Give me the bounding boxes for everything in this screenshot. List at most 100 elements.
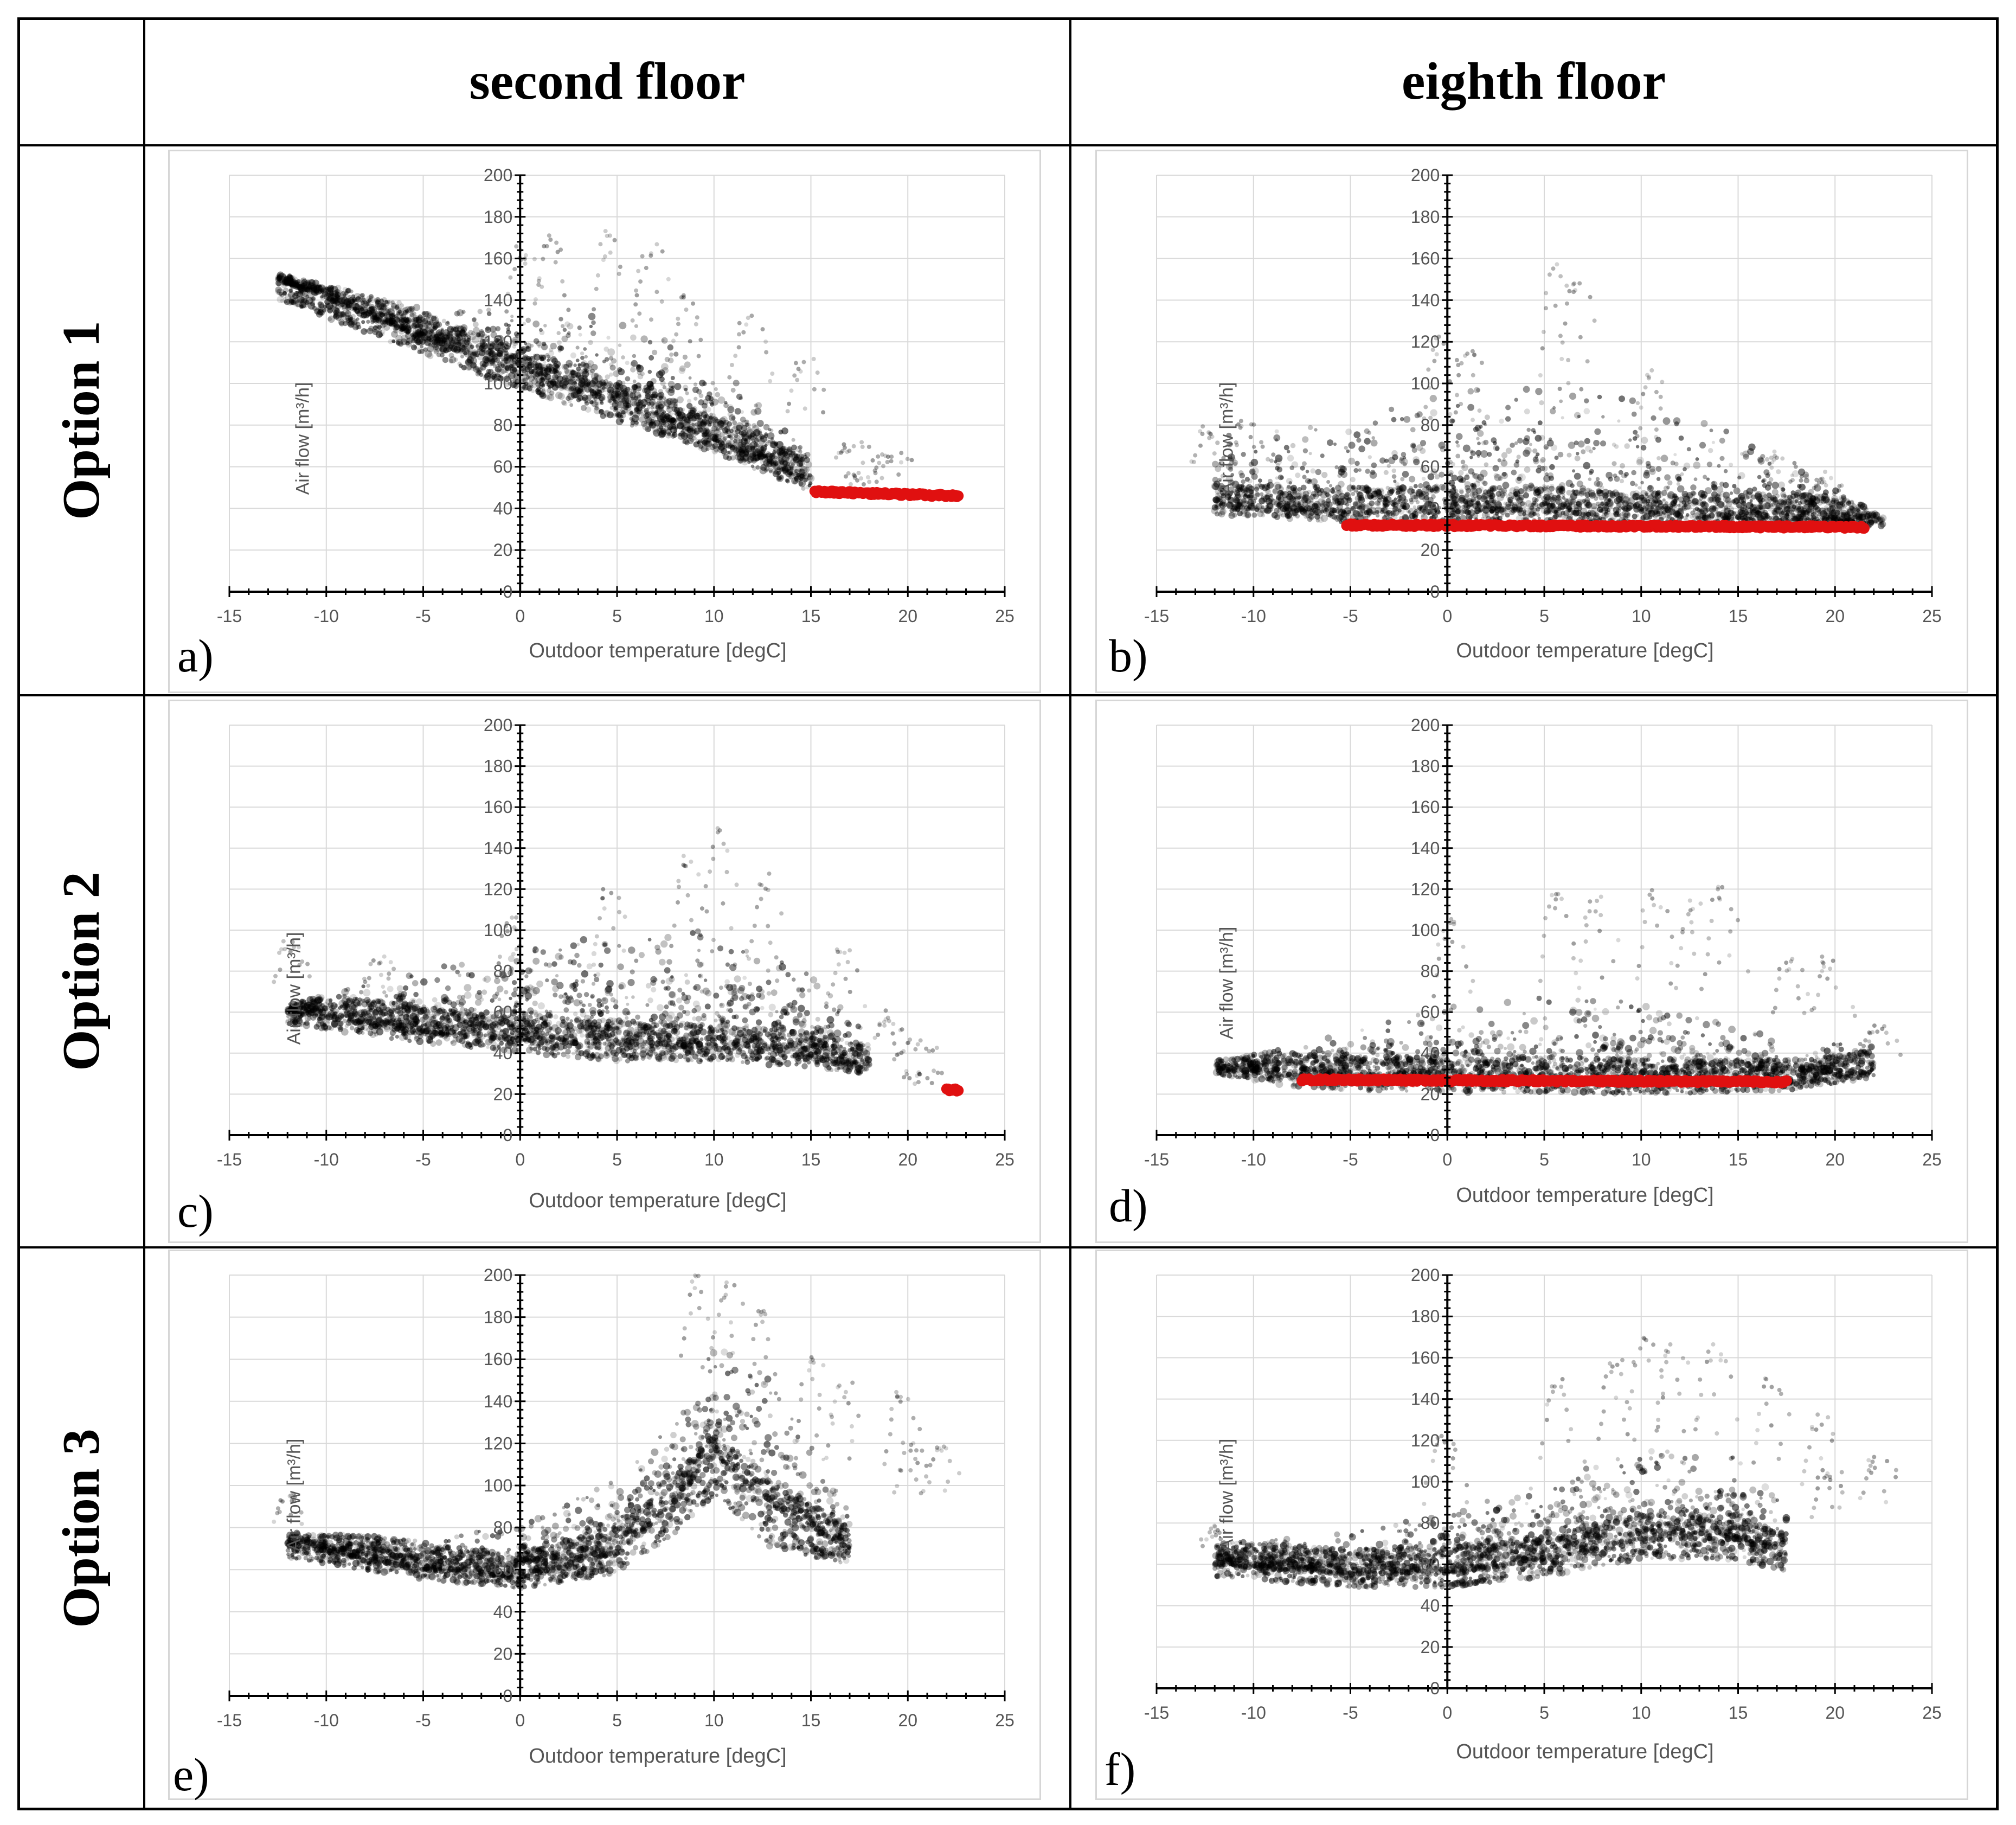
data-point (614, 387, 619, 392)
data-point (493, 337, 498, 342)
data-point (530, 356, 534, 360)
data-point (436, 352, 441, 357)
data-point (1496, 515, 1500, 519)
data-point (478, 333, 484, 340)
data-point (851, 444, 856, 449)
data-point (479, 329, 484, 334)
data-point (532, 384, 537, 389)
data-point (550, 356, 557, 363)
data-point (321, 291, 329, 299)
data-point (409, 312, 415, 318)
data-point (1711, 440, 1715, 444)
data-point (1297, 501, 1302, 505)
data-point (690, 407, 697, 414)
data-point (338, 319, 345, 325)
data-point (696, 354, 701, 358)
data-point (649, 399, 656, 406)
data-point (629, 403, 633, 407)
data-point (539, 367, 543, 372)
data-point (609, 406, 614, 410)
data-point (779, 474, 785, 480)
data-point (621, 355, 625, 360)
data-point (275, 280, 282, 286)
data-point (551, 379, 556, 385)
data-point (689, 428, 696, 435)
data-point (736, 393, 743, 400)
data-point (771, 441, 778, 449)
data-point (287, 274, 292, 279)
data-point (504, 349, 508, 353)
data-point (460, 328, 466, 334)
data-point (739, 443, 745, 449)
data-point (630, 423, 634, 428)
data-point (568, 373, 575, 379)
data-point (277, 288, 284, 296)
data-point (512, 344, 517, 349)
data-point (654, 242, 659, 247)
data-point (1776, 469, 1781, 475)
data-point (726, 455, 732, 461)
data-point (529, 384, 534, 389)
data-point (877, 460, 882, 465)
data-point (855, 478, 859, 483)
data-point (595, 401, 599, 406)
data-point (554, 240, 559, 245)
data-point (364, 304, 368, 309)
data-point (652, 349, 658, 355)
data-point (345, 303, 350, 308)
data-point (776, 476, 782, 481)
data-point (573, 385, 580, 392)
data-point (1344, 446, 1348, 450)
data-point (412, 329, 416, 332)
data-point (511, 362, 518, 369)
data-point (654, 290, 659, 294)
data-point (661, 363, 669, 371)
data-point (652, 412, 656, 415)
data-point (470, 357, 478, 364)
data-point (1268, 478, 1273, 484)
data-point (351, 294, 355, 298)
data-point (1356, 438, 1362, 443)
data-point (741, 433, 749, 441)
data-point (624, 398, 627, 402)
data-point (468, 333, 477, 341)
data-point (536, 283, 541, 287)
data-point (681, 293, 686, 298)
data-point (636, 386, 642, 392)
data-point (1353, 431, 1361, 438)
data-point (608, 372, 613, 377)
data-point (625, 376, 631, 382)
data-point (1799, 483, 1806, 491)
data-point (590, 368, 595, 374)
data-point (1584, 398, 1589, 404)
data-point (311, 298, 316, 302)
data-point (727, 375, 732, 380)
data-point (555, 369, 559, 374)
data-point (381, 312, 386, 317)
data-point (296, 295, 304, 303)
data-point (717, 445, 725, 453)
data-point (588, 340, 593, 345)
data-point (704, 414, 711, 421)
data-point (555, 249, 560, 254)
data-point (1548, 437, 1552, 441)
data-point (681, 430, 685, 434)
data-point (1505, 447, 1512, 454)
data-point (537, 276, 542, 281)
data-point (464, 346, 471, 353)
data-point (683, 421, 691, 428)
data-point (405, 338, 411, 343)
data-point (811, 356, 816, 361)
data-point (705, 406, 711, 413)
data-point (578, 332, 582, 337)
data-point (649, 401, 655, 407)
data-point (733, 437, 741, 444)
data-point (314, 308, 321, 315)
data-point (1655, 466, 1662, 472)
data-point (375, 303, 382, 310)
data-point (363, 303, 369, 309)
data-point (1585, 488, 1591, 492)
data-point (486, 308, 491, 312)
data-point (650, 394, 654, 399)
data-point (342, 292, 349, 298)
